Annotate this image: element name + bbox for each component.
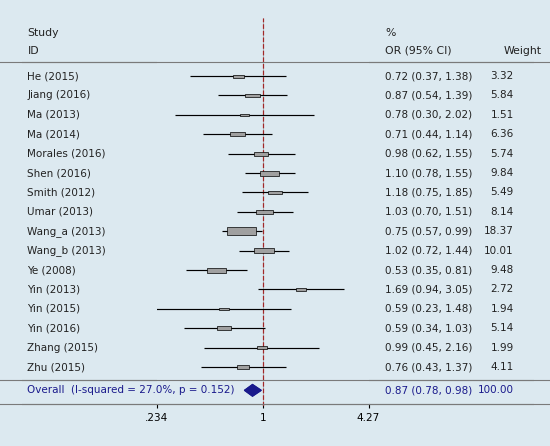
Bar	[268, 190, 282, 194]
Text: Morales (2016): Morales (2016)	[28, 149, 106, 159]
Text: 1.10 (0.78, 1.55): 1.10 (0.78, 1.55)	[385, 168, 472, 178]
Bar	[257, 347, 267, 349]
Text: 10.01: 10.01	[484, 246, 514, 256]
Bar	[219, 308, 229, 310]
Text: 0.87 (0.78, 0.98): 0.87 (0.78, 0.98)	[385, 385, 472, 395]
Text: 1.03 (0.70, 1.51): 1.03 (0.70, 1.51)	[385, 207, 472, 217]
Text: Yin (2016): Yin (2016)	[28, 323, 80, 333]
Text: 1.02 (0.72, 1.44): 1.02 (0.72, 1.44)	[385, 246, 472, 256]
Text: 1.99: 1.99	[491, 343, 514, 353]
Text: Zhu (2015): Zhu (2015)	[28, 362, 85, 372]
Text: 3.32: 3.32	[491, 71, 514, 81]
Text: 0.72 (0.37, 1.38): 0.72 (0.37, 1.38)	[385, 71, 472, 81]
Bar	[207, 268, 226, 273]
Bar	[255, 248, 274, 253]
Text: 4.11: 4.11	[491, 362, 514, 372]
Text: %: %	[385, 29, 395, 38]
Bar	[227, 227, 256, 235]
Text: 1.51: 1.51	[491, 110, 514, 120]
Bar	[240, 114, 249, 116]
Text: Wang_a (2013): Wang_a (2013)	[28, 226, 106, 237]
Text: Shen (2016): Shen (2016)	[28, 168, 91, 178]
Bar	[256, 210, 273, 214]
Text: Overall  (I-squared = 27.0%, p = 0.152): Overall (I-squared = 27.0%, p = 0.152)	[28, 385, 235, 395]
Text: Umar (2013): Umar (2013)	[28, 207, 94, 217]
Bar	[245, 94, 260, 97]
Text: 0.99 (0.45, 2.16): 0.99 (0.45, 2.16)	[385, 343, 472, 353]
Text: 1.94: 1.94	[491, 304, 514, 314]
Text: 0.59 (0.23, 1.48): 0.59 (0.23, 1.48)	[385, 304, 472, 314]
Text: 5.84: 5.84	[491, 91, 514, 100]
Text: 5.49: 5.49	[491, 187, 514, 198]
Text: Wang_b (2013): Wang_b (2013)	[28, 245, 106, 256]
Text: 0.53 (0.35, 0.81): 0.53 (0.35, 0.81)	[385, 265, 472, 275]
Text: OR (95% CI): OR (95% CI)	[385, 46, 452, 56]
Text: 5.74: 5.74	[491, 149, 514, 159]
Text: Yin (2015): Yin (2015)	[28, 304, 80, 314]
Text: Yin (2013): Yin (2013)	[28, 285, 80, 294]
Text: 0.71 (0.44, 1.14): 0.71 (0.44, 1.14)	[385, 129, 472, 139]
Text: Ye (2008): Ye (2008)	[28, 265, 76, 275]
Bar	[236, 365, 249, 369]
Text: 2.72: 2.72	[491, 285, 514, 294]
Text: Smith (2012): Smith (2012)	[28, 187, 96, 198]
Text: 0.76 (0.43, 1.37): 0.76 (0.43, 1.37)	[385, 362, 472, 372]
Bar	[230, 132, 245, 136]
Bar	[296, 288, 306, 291]
Text: 0.59 (0.34, 1.03): 0.59 (0.34, 1.03)	[385, 323, 472, 333]
Text: 6.36: 6.36	[491, 129, 514, 139]
Text: 0.78 (0.30, 2.02): 0.78 (0.30, 2.02)	[385, 110, 472, 120]
Bar	[260, 170, 279, 176]
Text: 5.14: 5.14	[491, 323, 514, 333]
Text: 9.48: 9.48	[491, 265, 514, 275]
Text: 9.84: 9.84	[491, 168, 514, 178]
Text: Study: Study	[28, 29, 59, 38]
Bar	[217, 326, 231, 330]
Text: He (2015): He (2015)	[28, 71, 79, 81]
Text: Ma (2013): Ma (2013)	[28, 110, 80, 120]
Text: 18.37: 18.37	[484, 226, 514, 236]
Polygon shape	[245, 384, 261, 396]
Bar	[254, 152, 268, 156]
Text: Weight: Weight	[504, 46, 542, 56]
Text: 8.14: 8.14	[491, 207, 514, 217]
Text: Ma (2014): Ma (2014)	[28, 129, 80, 139]
Text: ID: ID	[28, 46, 39, 56]
Text: 0.75 (0.57, 0.99): 0.75 (0.57, 0.99)	[385, 226, 472, 236]
Text: 1.69 (0.94, 3.05): 1.69 (0.94, 3.05)	[385, 285, 472, 294]
Text: 0.87 (0.54, 1.39): 0.87 (0.54, 1.39)	[385, 91, 472, 100]
Text: 100.00: 100.00	[478, 385, 514, 395]
Text: 0.98 (0.62, 1.55): 0.98 (0.62, 1.55)	[385, 149, 472, 159]
Text: Jiang (2016): Jiang (2016)	[28, 91, 91, 100]
Text: 1.18 (0.75, 1.85): 1.18 (0.75, 1.85)	[385, 187, 472, 198]
Text: Zhang (2015): Zhang (2015)	[28, 343, 98, 353]
Bar	[233, 74, 244, 78]
